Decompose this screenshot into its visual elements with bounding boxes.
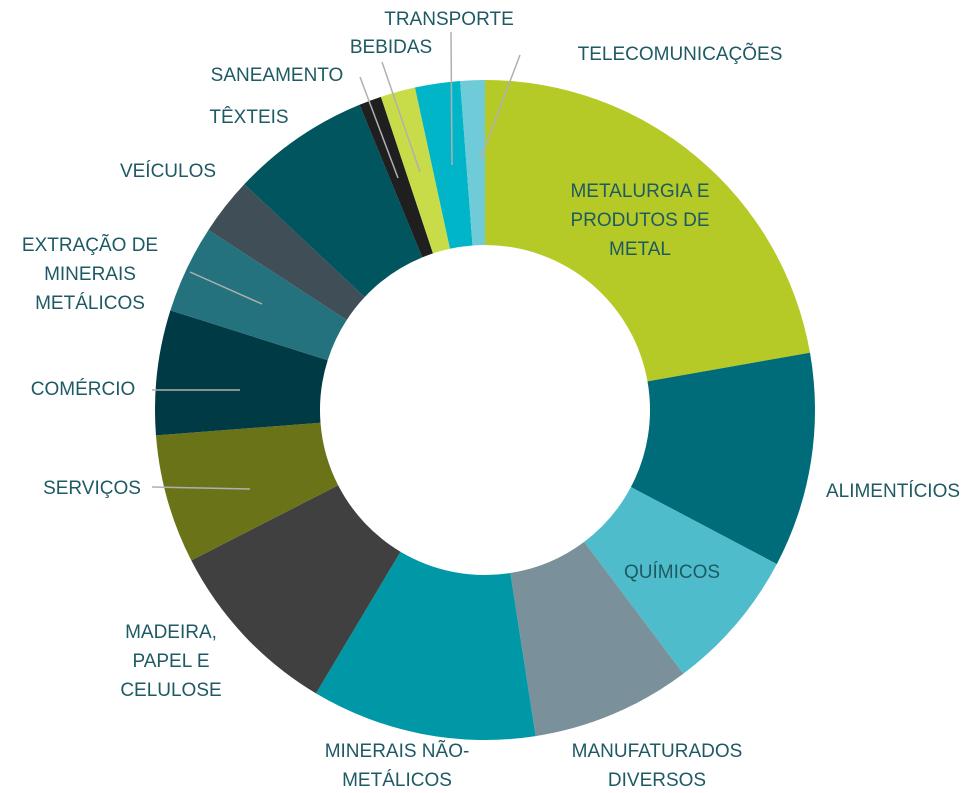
slice-label: METÁLICOS <box>342 770 452 791</box>
slice-label: METÁLICOS <box>35 293 145 314</box>
slice-label: PAPEL E <box>132 651 209 672</box>
leader-line <box>479 54 521 161</box>
slice-label: MANUFATURADOS <box>572 741 743 762</box>
slice <box>315 551 536 740</box>
leader-line <box>450 31 453 166</box>
slice <box>584 487 777 674</box>
slice <box>359 96 433 258</box>
leader-line <box>381 61 421 173</box>
slice <box>630 352 815 565</box>
slice <box>380 87 450 254</box>
slice <box>155 422 339 561</box>
slice <box>191 485 401 694</box>
slice <box>244 104 423 298</box>
slice-label: SERVIÇOS <box>43 478 141 499</box>
slice-label: METALURGIA E <box>570 181 709 202</box>
slice <box>460 80 485 246</box>
slice-label: ALIMENTÍCIOS <box>826 481 960 502</box>
slice-label: TRANSPORTE <box>384 9 514 30</box>
slice <box>414 80 473 249</box>
slice-label: COMÉRCIO <box>31 379 136 400</box>
leader-line <box>359 76 399 179</box>
slice-label: CELULOSE <box>120 680 221 701</box>
slice-label: TÊXTEIS <box>209 106 288 128</box>
slice <box>485 80 810 382</box>
slice-label: VEÍCULOS <box>120 161 216 182</box>
leader-line <box>189 271 263 305</box>
slice-label: MINERAIS <box>44 264 136 285</box>
slice-label: SANEAMENTO <box>211 65 344 86</box>
leader-line <box>151 486 251 490</box>
slice-label: METAL <box>609 239 671 260</box>
slice-label: MINERAIS NÃO- <box>325 740 470 762</box>
slice-label: DIVERSOS <box>608 770 706 791</box>
slice-label: PRODUTOS DE <box>570 210 709 231</box>
slice <box>170 229 347 361</box>
slice-label: QUÍMICOS <box>624 562 720 583</box>
slice-label: TELECOMUNICAÇÕES <box>578 43 783 65</box>
slice <box>155 310 328 436</box>
slice <box>510 541 684 737</box>
slice <box>208 184 365 320</box>
slice-label: BEBIDAS <box>350 37 432 58</box>
slice-label: MADEIRA, <box>125 622 217 643</box>
slice-label: EXTRAÇÃO DE <box>22 234 158 256</box>
